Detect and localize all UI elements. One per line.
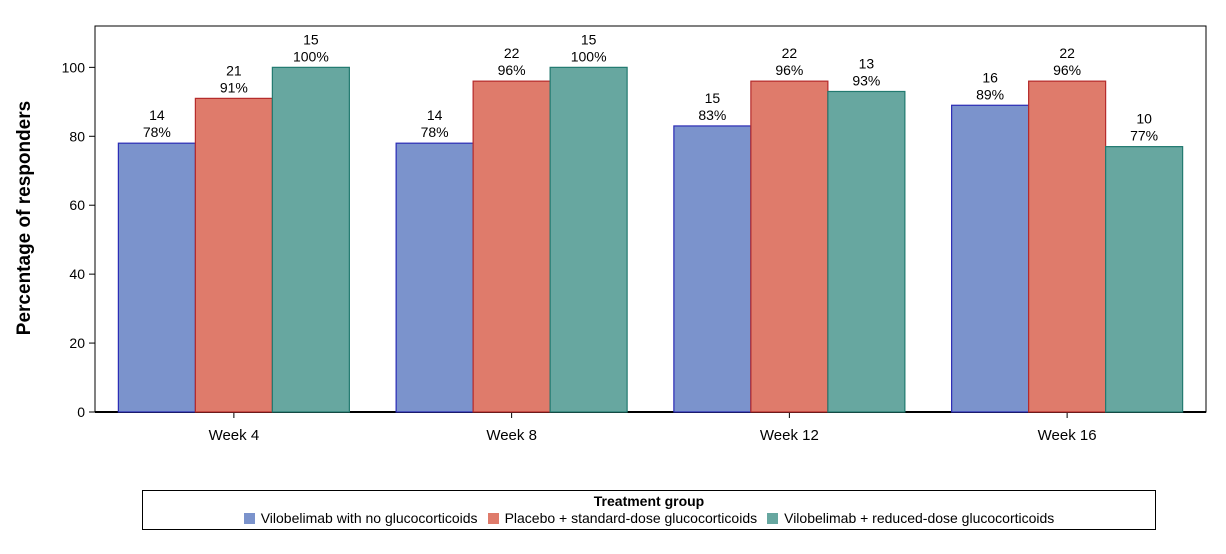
legend-label: Placebo + standard-dose glucocorticoids bbox=[504, 510, 758, 526]
legend-swatch bbox=[487, 512, 499, 524]
bar-percent-label: 78% bbox=[143, 124, 171, 140]
bar bbox=[951, 104, 1030, 413]
bar bbox=[472, 80, 551, 413]
legend-label: Vilobelimab + reduced-dose glucocorticoi… bbox=[784, 510, 1055, 526]
bar-count-label: 15 bbox=[705, 90, 721, 106]
bar-percent-label: 100% bbox=[571, 48, 607, 64]
legend-item: Vilobelimab with no glucocorticoids bbox=[243, 510, 478, 526]
bar-chart: 0 20 40 60 80 100 Week 4 Week 8 Week 12 Week 16 1… bbox=[14, 25, 1207, 444]
x-tick-label: Week 16 bbox=[1038, 427, 1097, 444]
bar-count-label: 14 bbox=[427, 107, 443, 123]
bar-percent-label: 96% bbox=[498, 62, 526, 78]
y-tick-label: 0 bbox=[77, 404, 85, 420]
bar-count-label: 16 bbox=[982, 69, 998, 85]
bar-percent-label: 83% bbox=[698, 107, 726, 123]
bar bbox=[549, 66, 628, 413]
x-tick-label: Week 8 bbox=[486, 427, 537, 444]
legend-label: Vilobelimab with no glucocorticoids bbox=[260, 510, 478, 526]
y-tick-label: 80 bbox=[69, 128, 85, 144]
y-tick-label: 40 bbox=[69, 266, 85, 282]
x-tick-label: Week 4 bbox=[209, 427, 260, 444]
data-labels: 1478%2191%15100%1478%2296%15100%1583%229… bbox=[143, 31, 1158, 143]
bar-series bbox=[117, 66, 1184, 413]
y-tick-label: 60 bbox=[69, 197, 85, 213]
bar-count-label: 15 bbox=[303, 31, 319, 47]
bar-percent-label: 89% bbox=[976, 86, 1004, 102]
bar bbox=[1105, 146, 1184, 413]
bar-count-label: 14 bbox=[149, 107, 165, 123]
legend-items: Vilobelimab with no glucocorticoids Place… bbox=[143, 510, 1155, 526]
y-tick-label: 20 bbox=[69, 335, 85, 351]
bar bbox=[271, 66, 350, 413]
bar bbox=[395, 142, 474, 413]
bar-percent-label: 96% bbox=[775, 62, 803, 78]
bar-count-label: 22 bbox=[782, 45, 798, 61]
bar bbox=[1028, 80, 1107, 413]
legend-title: Treatment group bbox=[593, 493, 705, 509]
legend: Treatment group Vilobelimab with no gluc… bbox=[142, 490, 1156, 530]
legend-swatch bbox=[243, 512, 255, 524]
bar-count-label: 22 bbox=[1059, 45, 1075, 61]
bar-percent-label: 96% bbox=[1053, 62, 1081, 78]
y-tick-label: 100 bbox=[62, 59, 86, 75]
bar-percent-label: 100% bbox=[293, 48, 329, 64]
bar bbox=[117, 142, 196, 413]
y-axis-label: Percentage of responders bbox=[14, 101, 35, 335]
bar-count-label: 22 bbox=[504, 45, 520, 61]
bar bbox=[750, 80, 829, 413]
bar-percent-label: 77% bbox=[1130, 128, 1158, 144]
bar-count-label: 15 bbox=[581, 31, 597, 47]
bar-percent-label: 91% bbox=[220, 79, 248, 95]
bar bbox=[673, 125, 752, 413]
legend-item: Vilobelimab + reduced-dose glucocorticoi… bbox=[767, 510, 1054, 526]
legend-item: Placebo + standard-dose glucocorticoids bbox=[487, 510, 758, 526]
bar bbox=[827, 90, 906, 413]
bar bbox=[194, 97, 273, 413]
bar-percent-label: 93% bbox=[852, 72, 880, 88]
bar-count-label: 21 bbox=[226, 62, 242, 78]
bar-percent-label: 78% bbox=[421, 124, 449, 140]
legend-swatch bbox=[767, 512, 779, 524]
x-tick-label: Week 12 bbox=[760, 427, 819, 444]
bar-count-label: 10 bbox=[1136, 111, 1152, 127]
bar-count-label: 13 bbox=[859, 55, 875, 71]
